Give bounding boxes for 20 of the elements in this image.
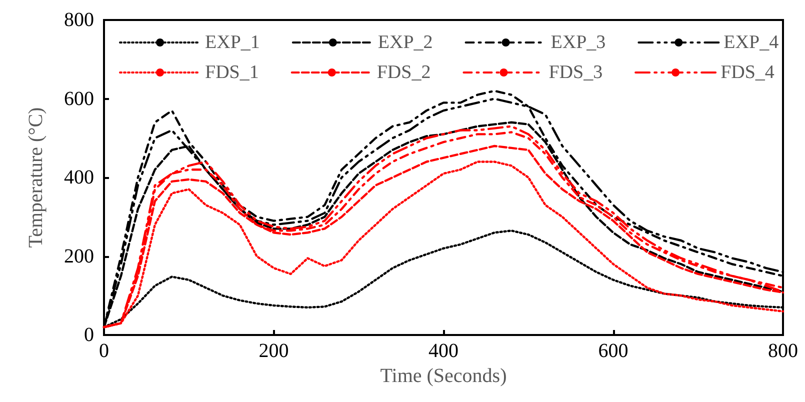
x-tick-label: 200 — [258, 340, 289, 362]
x-tick-label: 600 — [598, 340, 628, 362]
legend-label: FDS_4 — [720, 62, 775, 83]
x-tick-label: 400 — [428, 340, 458, 362]
legend-label: EXP_2 — [378, 32, 433, 53]
x-tick-label: 800 — [768, 340, 798, 362]
x-tick-label: 0 — [99, 340, 109, 362]
x-axis-title: Time (Seconds) — [380, 364, 507, 387]
y-tick-label: 400 — [64, 166, 94, 188]
legend-label: FDS_3 — [548, 62, 603, 83]
y-axis-title: Temperature (°C) — [25, 107, 47, 248]
y-tick-label: 0 — [84, 324, 94, 346]
legend-label: EXP_3 — [550, 32, 606, 53]
legend-label: EXP_1 — [205, 32, 260, 53]
legend-label: FDS_2 — [376, 62, 431, 83]
legend-label: EXP_4 — [724, 32, 780, 53]
y-tick-label: 200 — [64, 245, 94, 268]
legend-label: FDS_1 — [205, 62, 259, 83]
y-tick-label: 600 — [64, 88, 94, 110]
y-tick-label: 800 — [64, 9, 94, 31]
